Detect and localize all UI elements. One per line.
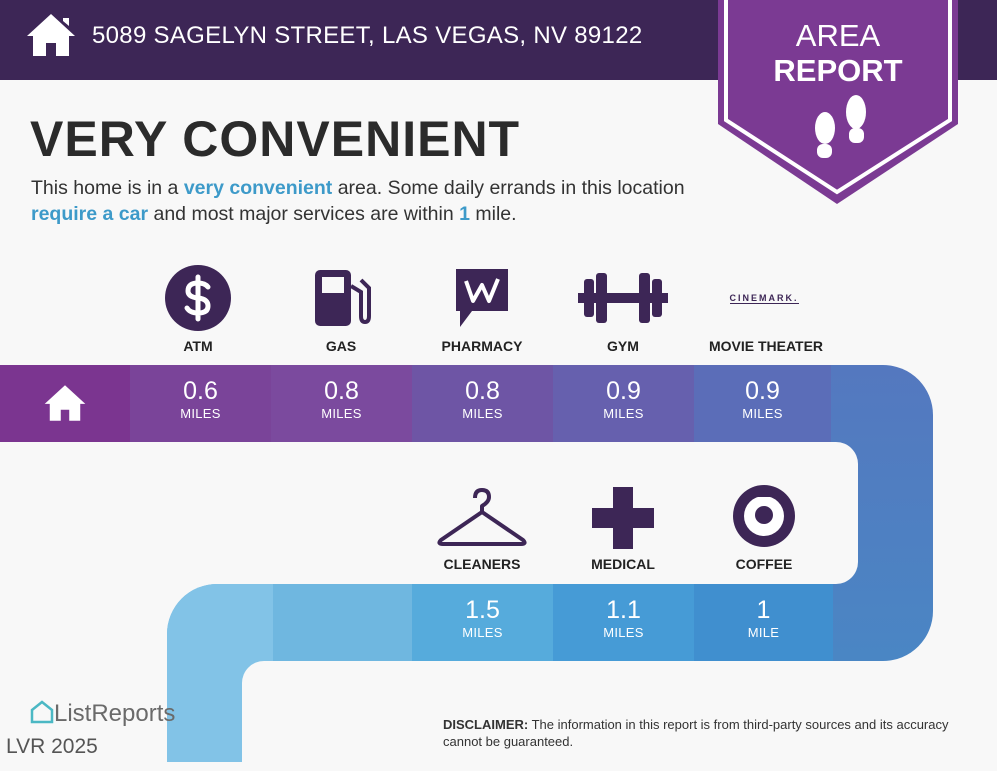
route-gap-bottom — [242, 661, 997, 771]
logo-house-icon — [30, 700, 54, 724]
area-report-badge — [718, 0, 958, 204]
cinemark-icon: CINEMARK. — [729, 292, 799, 304]
segment-gym: 0.9 MILES — [553, 365, 694, 442]
walgreens-icon — [412, 262, 552, 334]
segment-atm: 0.6 MILES — [130, 365, 271, 442]
address: 5089 SAGELYN STREET, LAS VEGAS, NV 89122 — [92, 22, 643, 49]
badge-title: AREA REPORT — [718, 18, 958, 88]
medical-cross-icon — [553, 482, 693, 554]
description: This home is in a very convenient area. … — [31, 177, 685, 225]
home-icon — [44, 385, 86, 421]
footprints-icon — [815, 95, 866, 158]
badge-line1: AREA — [795, 18, 881, 53]
disclaimer: DISCLAIMER: The information in this repo… — [443, 717, 949, 749]
starbucks-icon — [694, 480, 834, 552]
badge-line2: REPORT — [773, 53, 903, 88]
label-medical: MEDICAL — [591, 556, 655, 572]
label-atm: ATM — [183, 338, 213, 354]
dumbbell-icon — [553, 262, 693, 334]
segment-cleaners: 1.5 MILES — [412, 584, 553, 661]
watermark: LVR 2025 — [6, 735, 98, 758]
segment-movie-theater: 0.9 MILES — [694, 365, 831, 442]
segment-coffee: 1 MILE — [694, 584, 833, 661]
label-pharmacy: PHARMACY — [441, 338, 523, 354]
segment-medical: 1.1 MILES — [553, 584, 694, 661]
dollar-icon — [128, 262, 268, 334]
label-movie-theater: MOVIE THEATER — [708, 338, 824, 354]
gas-pump-icon — [271, 262, 411, 334]
label-cleaners: CLEANERS — [443, 556, 521, 572]
label-gas: GAS — [325, 338, 357, 354]
listreports-logo: ListReports — [30, 700, 175, 728]
page-title: VERY CONVENIENT — [30, 111, 521, 167]
logo-text: ListReports — [54, 700, 176, 727]
label-gym: GYM — [607, 338, 639, 354]
home-segment — [0, 365, 130, 442]
label-coffee: COFFEE — [735, 556, 793, 572]
hanger-icon — [412, 482, 552, 554]
home-icon — [27, 14, 75, 56]
segment-gas: 0.8 MILES — [271, 365, 412, 442]
segment-pharmacy: 0.8 MILES — [412, 365, 553, 442]
